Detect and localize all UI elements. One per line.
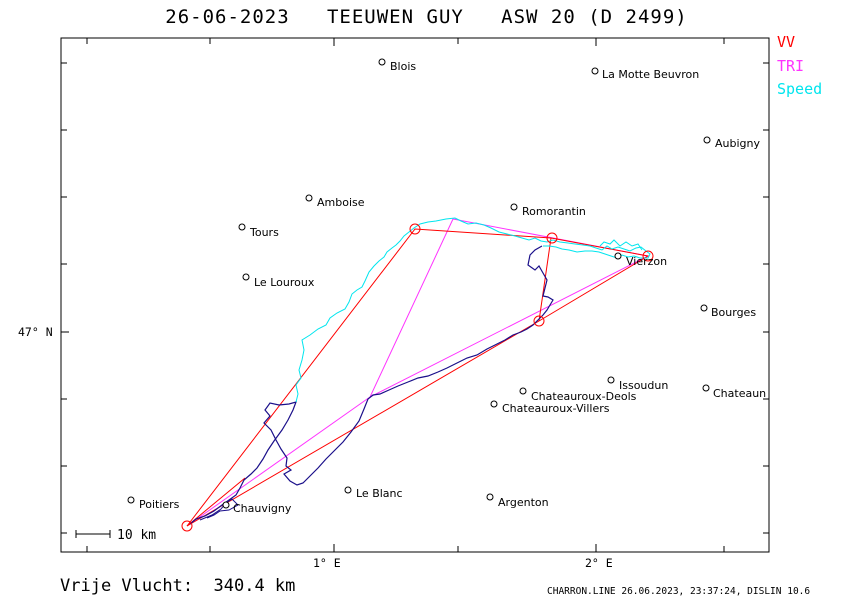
town-marker-aubigny bbox=[703, 136, 711, 144]
x-tick-label-1e: 1° E bbox=[313, 556, 341, 570]
town-label-le-louroux: Le Louroux bbox=[254, 276, 315, 289]
town-marker-bourges bbox=[700, 304, 708, 312]
town-labels: Blois La Motte Beuvron Aubigny Amboise R… bbox=[139, 60, 766, 515]
town-marker-amboise bbox=[305, 194, 313, 202]
town-label-chateaun: Chateaun bbox=[713, 387, 766, 400]
track-speed-2 bbox=[599, 239, 643, 251]
town-label-issoudun: Issoudun bbox=[619, 379, 668, 392]
town-marker-poitiers bbox=[127, 496, 135, 504]
town-label-la-motte-beuvron: La Motte Beuvron bbox=[602, 68, 699, 81]
track-glide-2 bbox=[199, 498, 239, 521]
town-markers bbox=[127, 58, 711, 509]
town-label-chateauroux-villers: Chateauroux-Villers bbox=[502, 402, 610, 415]
town-label-le-blanc: Le Blanc bbox=[356, 487, 403, 500]
right-ticks bbox=[763, 62, 769, 534]
town-marker-chateauroux-deols bbox=[519, 387, 527, 395]
town-label-romorantin: Romorantin bbox=[522, 205, 586, 218]
track-glide-1 bbox=[189, 245, 554, 525]
town-marker-chauvigny bbox=[222, 501, 230, 509]
map-frame bbox=[60, 37, 770, 553]
turnpoint-2 bbox=[546, 232, 558, 244]
town-label-bourges: Bourges bbox=[711, 306, 756, 319]
turnpoint-4 bbox=[533, 315, 545, 327]
town-marker-chateaun bbox=[702, 384, 710, 392]
vv-route bbox=[186, 228, 650, 527]
legend-speed: Speed bbox=[777, 80, 823, 98]
free-flight-distance: Vrije Vlucht: 340.4 km bbox=[60, 576, 296, 596]
town-marker-tours bbox=[238, 223, 246, 231]
town-label-amboise: Amboise bbox=[317, 196, 365, 209]
legend-vv: VV bbox=[777, 33, 796, 51]
town-label-vierzon: Vierzon bbox=[626, 255, 667, 268]
tri-line-start bbox=[186, 396, 371, 527]
town-marker-argenton bbox=[486, 493, 494, 501]
tri-polygon bbox=[368, 218, 650, 399]
turnpoint-1 bbox=[409, 223, 421, 235]
town-marker-vierzon bbox=[614, 252, 622, 260]
bottom-ticks bbox=[86, 544, 725, 552]
town-label-chateauroux-deols: Chateauroux-Deols bbox=[531, 390, 637, 403]
turnpoints bbox=[181, 223, 654, 532]
turnpoint-start bbox=[181, 520, 193, 532]
town-label-blois: Blois bbox=[390, 60, 416, 73]
x-tick-label-2e: 2° E bbox=[585, 556, 613, 570]
top-ticks bbox=[86, 38, 725, 46]
left-ticks bbox=[61, 62, 69, 534]
vv-leg-c bbox=[186, 477, 246, 527]
town-label-aubigny: Aubigny bbox=[715, 137, 760, 150]
footer-info: CHARRON.LINE 26.06.2023, 23:37:24, DISLI… bbox=[547, 586, 811, 597]
town-label-argenton: Argenton bbox=[498, 496, 549, 509]
turnpoint-3 bbox=[642, 250, 654, 262]
scale-bar bbox=[75, 530, 111, 538]
town-label-chauvigny: Chauvigny bbox=[233, 502, 292, 515]
town-label-tours: Tours bbox=[249, 226, 279, 239]
chart-title: 26-06-2023 TEEUWEN GUY ASW 20 (D 2499) bbox=[165, 6, 688, 28]
legend-tri: TRI bbox=[777, 57, 805, 75]
town-label-poitiers: Poitiers bbox=[139, 498, 180, 511]
town-marker-le-blanc bbox=[344, 486, 352, 494]
town-marker-chateauroux-villers bbox=[490, 400, 498, 408]
track-speed-1 bbox=[295, 217, 651, 403]
town-marker-le-louroux bbox=[242, 273, 250, 281]
vv-leg-b bbox=[538, 237, 552, 322]
town-marker-issoudun bbox=[607, 376, 615, 384]
y-tick-label-47n: 47° N bbox=[18, 325, 53, 339]
scale-bar-label: 10 km bbox=[117, 528, 156, 543]
town-marker-romorantin bbox=[510, 203, 518, 211]
town-marker-blois bbox=[378, 58, 386, 66]
town-marker-la-motte-beuvron bbox=[591, 67, 599, 75]
